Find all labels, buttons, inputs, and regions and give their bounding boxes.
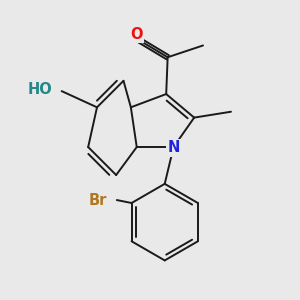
Text: O: O xyxy=(130,27,143,42)
Text: Br: Br xyxy=(88,193,106,208)
Text: N: N xyxy=(168,140,180,155)
Text: HO: HO xyxy=(28,82,53,97)
